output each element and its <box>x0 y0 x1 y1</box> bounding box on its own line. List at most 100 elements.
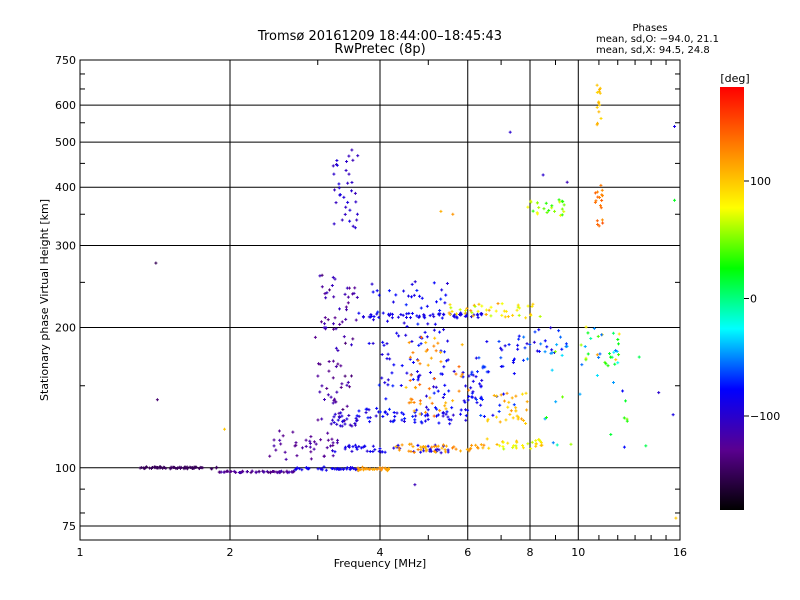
data-point <box>542 207 546 211</box>
data-point <box>598 352 602 356</box>
data-point <box>473 396 477 400</box>
data-point <box>433 336 437 340</box>
data-point <box>416 374 420 378</box>
x-tick-label: 10 <box>571 546 585 559</box>
data-point <box>343 374 347 378</box>
data-point <box>344 305 348 309</box>
data-point <box>614 348 618 352</box>
data-point <box>409 295 413 299</box>
data-point <box>438 330 442 334</box>
data-point <box>441 443 445 447</box>
data-point <box>511 361 515 365</box>
data-point <box>366 416 370 420</box>
data-point <box>446 415 450 419</box>
data-point <box>325 386 329 390</box>
data-point <box>334 327 338 331</box>
data-point <box>522 419 526 423</box>
data-point <box>450 309 454 313</box>
data-point <box>405 312 409 316</box>
data-point <box>498 444 502 448</box>
data-point <box>295 466 299 470</box>
data-point <box>355 295 359 299</box>
data-point <box>442 328 446 332</box>
data-point <box>268 454 272 458</box>
data-point <box>674 516 678 520</box>
data-point <box>446 448 450 452</box>
data-point <box>318 390 322 394</box>
data-point <box>423 316 427 320</box>
data-point <box>469 372 473 376</box>
data-point <box>229 469 233 473</box>
data-point <box>333 277 337 281</box>
data-point <box>524 421 528 425</box>
data-point <box>516 417 520 421</box>
data-point <box>445 410 449 414</box>
data-point <box>286 471 290 475</box>
data-point <box>441 410 445 414</box>
data-point <box>331 359 335 363</box>
data-point <box>503 315 507 319</box>
chart-subtitle: RwPretec (8p) <box>334 42 425 57</box>
data-point <box>541 173 545 177</box>
data-point <box>357 414 361 418</box>
data-point <box>517 334 521 338</box>
data-point <box>460 372 464 376</box>
data-point <box>336 438 340 442</box>
data-point <box>598 87 602 91</box>
data-point <box>426 417 430 421</box>
data-point <box>412 450 416 454</box>
data-point <box>347 154 351 158</box>
data-point <box>308 441 312 445</box>
data-point <box>279 469 283 473</box>
data-point <box>509 409 513 413</box>
data-point <box>526 205 530 209</box>
data-point <box>564 342 568 346</box>
data-point <box>455 312 459 316</box>
data-point <box>333 412 337 416</box>
data-point <box>348 385 352 389</box>
data-point <box>494 309 498 313</box>
data-point <box>337 186 341 190</box>
data-point <box>466 398 470 402</box>
data-point <box>305 466 309 470</box>
y-axis-ticks: 75 100 200 300 400 500 600 750 <box>55 54 680 533</box>
data-point <box>344 205 348 209</box>
data-point <box>617 353 621 357</box>
data-point <box>498 403 502 407</box>
data-point <box>485 437 489 441</box>
data-point <box>439 350 443 354</box>
data-point <box>517 337 521 341</box>
data-point <box>413 410 417 414</box>
data-point <box>508 130 512 134</box>
data-point <box>410 339 414 343</box>
data-point <box>378 466 382 470</box>
data-point <box>531 302 535 306</box>
data-point <box>357 409 361 413</box>
data-point <box>609 432 613 436</box>
data-point <box>533 330 537 334</box>
data-point <box>560 353 564 357</box>
data-point <box>469 446 473 450</box>
data-point <box>553 350 557 354</box>
data-point <box>422 315 426 319</box>
data-point <box>274 448 278 452</box>
data-point <box>440 446 444 450</box>
data-point <box>479 396 483 400</box>
data-point <box>496 302 500 306</box>
data-point <box>387 314 391 318</box>
data-point <box>283 450 287 454</box>
data-point <box>320 467 324 471</box>
data-point <box>439 451 443 455</box>
data-point <box>392 363 396 367</box>
data-point <box>432 391 436 395</box>
data-point <box>442 392 446 396</box>
data-point <box>320 384 324 388</box>
data-point <box>451 399 455 403</box>
data-point <box>185 465 189 469</box>
data-point <box>377 410 381 414</box>
data-point <box>375 406 379 410</box>
data-point <box>339 364 343 368</box>
data-point <box>444 444 448 448</box>
data-point <box>419 342 423 346</box>
data-point <box>550 204 554 208</box>
